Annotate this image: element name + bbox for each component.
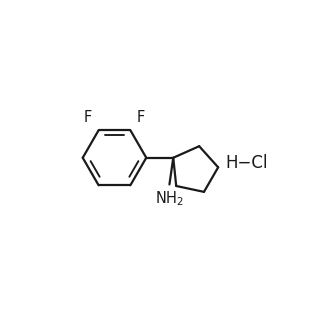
Text: F: F: [84, 110, 92, 125]
Text: H−Cl: H−Cl: [225, 154, 268, 172]
Text: F: F: [137, 110, 145, 125]
Text: NH$_2$: NH$_2$: [155, 189, 184, 208]
